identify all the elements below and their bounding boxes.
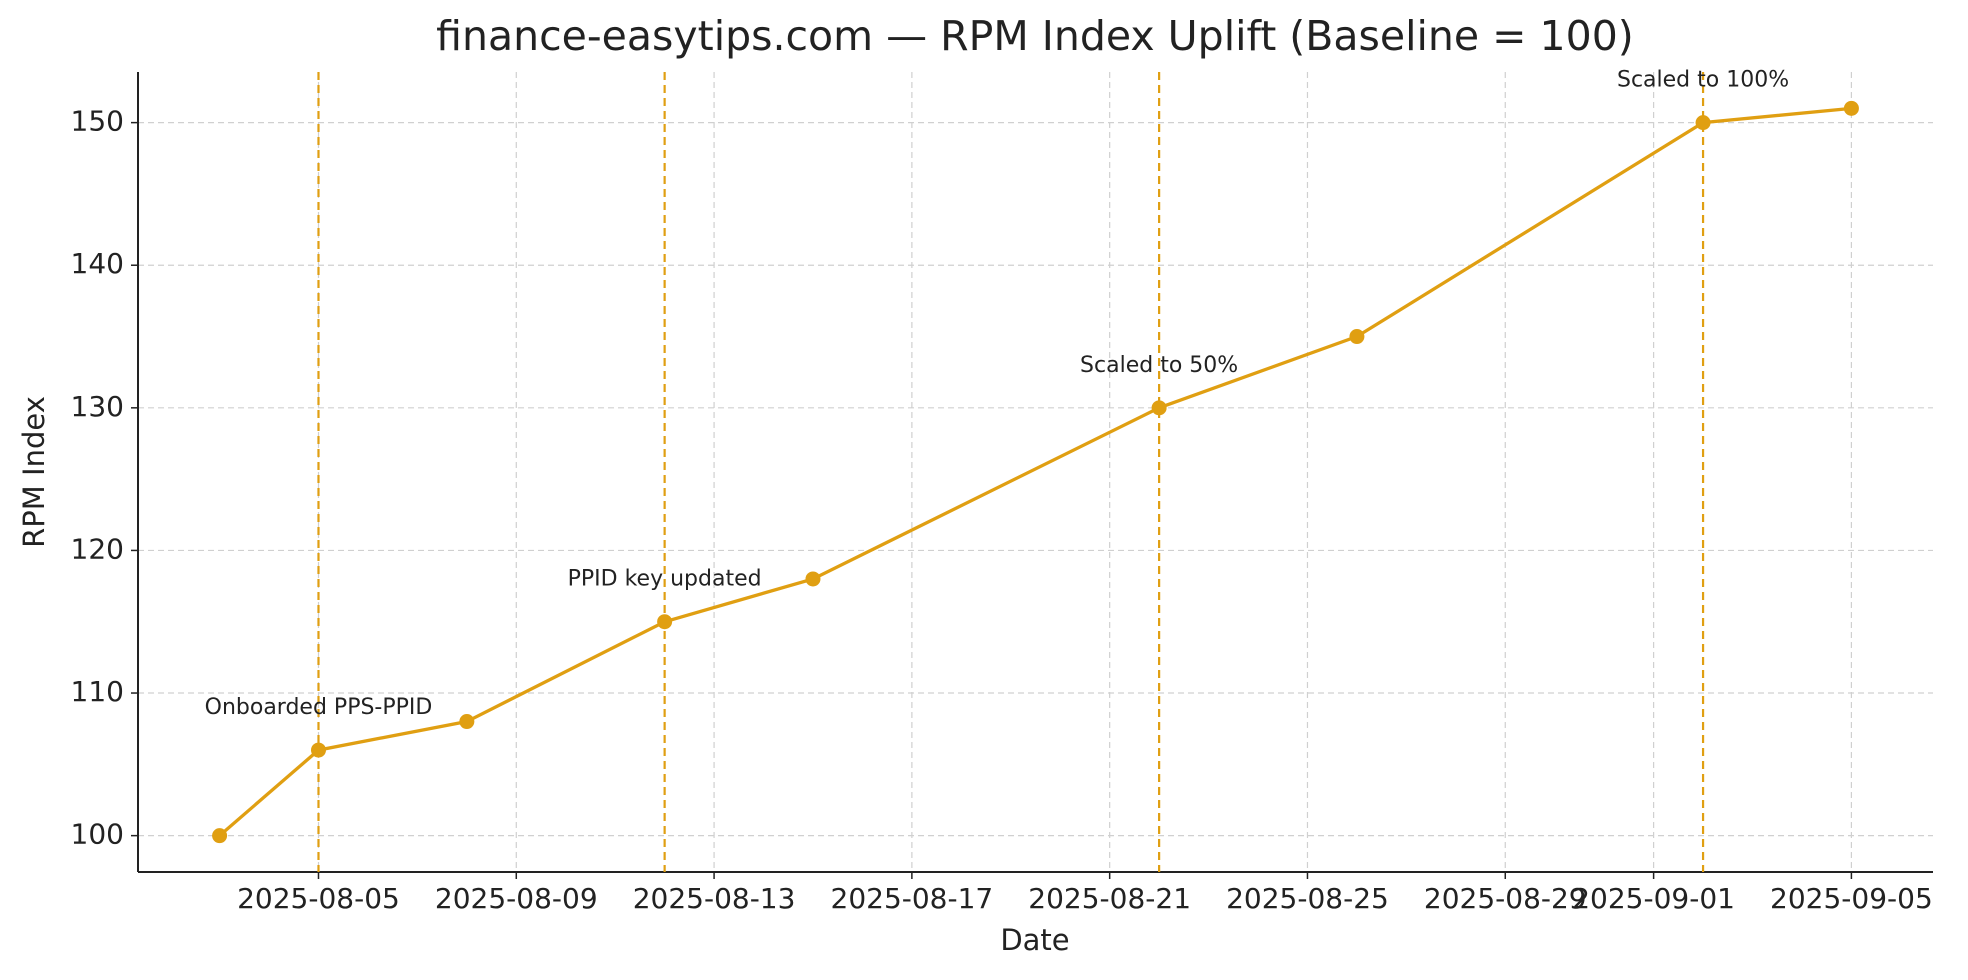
y-tick-label: 130	[71, 390, 124, 423]
x-tick-label: 2025-09-05	[1770, 882, 1933, 915]
x-tick-label: 2025-08-29	[1424, 882, 1587, 915]
data-point	[805, 571, 821, 587]
data-point	[212, 828, 228, 844]
data-point	[1843, 100, 1859, 116]
x-axis-label: Date	[1000, 923, 1069, 957]
x-tick-label: 2025-08-21	[1028, 882, 1191, 915]
data-point	[657, 614, 673, 630]
x-tick-label: 2025-08-25	[1226, 882, 1389, 915]
y-tick-label: 110	[71, 675, 124, 708]
y-tick-label: 120	[71, 532, 124, 565]
chart-title: finance-easytips.com — RPM Index Uplift …	[436, 12, 1634, 60]
data-point	[1695, 115, 1711, 131]
annotation: PPID key updated	[568, 567, 762, 592]
y-tick-label: 100	[71, 818, 124, 851]
x-tick-label: 2025-08-09	[435, 882, 598, 915]
y-axis-label: RPM Index	[17, 396, 51, 548]
x-tick-label: 2025-08-05	[237, 882, 400, 915]
data-point	[1349, 329, 1365, 345]
y-tick-label: 140	[71, 247, 124, 280]
data-point	[1151, 400, 1167, 416]
y-tick-label: 150	[71, 105, 124, 138]
data-point	[459, 714, 475, 730]
x-tick-label: 2025-08-13	[633, 882, 796, 915]
annotation: Scaled to 100%	[1617, 68, 1789, 93]
annotation: Onboarded PPS-PPID	[205, 695, 433, 720]
data-point	[310, 742, 326, 758]
annotation: Scaled to 50%	[1080, 353, 1238, 378]
x-tick-label: 2025-08-17	[831, 882, 994, 915]
x-tick-label: 2025-09-01	[1572, 882, 1735, 915]
